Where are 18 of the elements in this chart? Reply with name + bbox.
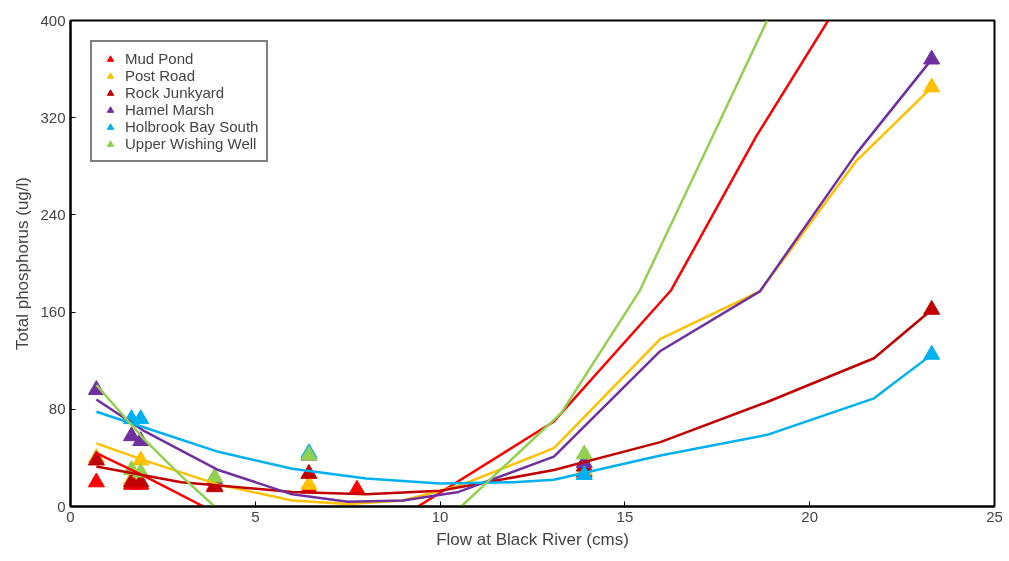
x-tick-label: 15 [616, 507, 634, 525]
y-tick-label: 400 [40, 11, 66, 29]
x-tick-label: 5 [251, 507, 260, 525]
legend-label: Holbrook Bay South [125, 118, 259, 135]
legend-label: Upper Wishing Well [125, 135, 257, 152]
x-tick-label: 20 [801, 507, 819, 525]
y-tick-label: 160 [40, 303, 66, 321]
legend-label: Post Road [125, 67, 196, 84]
x-tick-label: 25 [986, 507, 1003, 525]
x-axis-title: Flow at Black River (cms) [436, 529, 629, 549]
legend-label: Hamel Marsh [125, 101, 215, 118]
y-tick-label: 80 [48, 400, 66, 418]
x-tick-label: 10 [431, 507, 449, 525]
y-tick-label: 240 [40, 205, 66, 223]
y-axis-title: Total phosphorus (ug/l) [13, 177, 33, 350]
y-tick-label: 320 [40, 108, 66, 126]
legend-label: Mud Pond [125, 50, 194, 67]
legend-label: Rock Junkyard [125, 84, 225, 101]
